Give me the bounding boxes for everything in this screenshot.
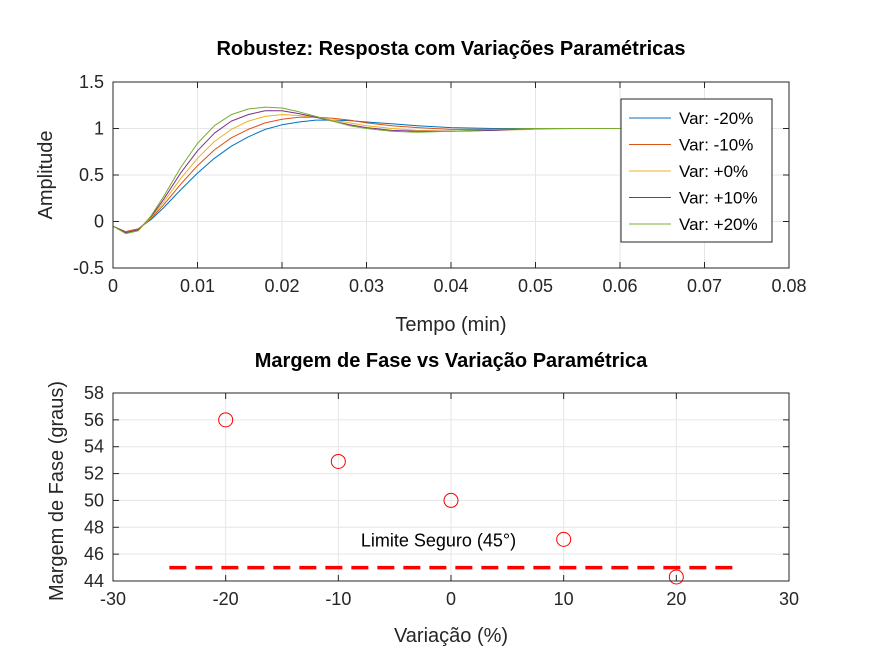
chart-title: Margem de Fase vs Variação Paramétrica (255, 350, 648, 372)
scatter-markers (218, 412, 684, 585)
x-tick-label: 30 (779, 589, 799, 609)
y-tick-label: 52 (84, 464, 104, 484)
x-tick-label: 10 (554, 589, 574, 609)
chart-title: Robustez: Resposta com Variações Paramét… (216, 38, 685, 60)
x-tick-label: 20 (666, 589, 686, 609)
x-tick-label: 0.06 (602, 276, 637, 296)
x-tick-label: 0.02 (264, 276, 299, 296)
y-tick-labels: 44 46 48 50 52 54 56 58 (84, 383, 104, 591)
series-line (112, 106, 705, 235)
scatter-point (443, 492, 459, 508)
legend: Var: -20% Var: -10% Var: +0% Var: +10% Var: … (620, 98, 773, 243)
x-tick-label: 0.01 (180, 276, 215, 296)
response-axes: 0 0.01 0.02 0.03 0.04 0.05 0.06 0.07 0.08 -0.500… (35, 38, 807, 336)
x-tick-label: 0.08 (771, 276, 806, 296)
legend-items: Var: -20% Var: -10% Var: +0% Var: +10% Var: … (629, 109, 758, 234)
y-tick-label: 1 (94, 119, 104, 139)
y-tick-label: 0 (94, 212, 104, 232)
legend-label: Var: -10% (679, 136, 753, 155)
y-tick-label: 44 (84, 571, 104, 591)
legend-label: Var: +20% (679, 215, 758, 234)
y-tick-label: 50 (84, 490, 104, 510)
phase-margin-axes: -30 -20 -10 0 10 20 30 44 46 48 50 52 54 56 58 Margem… (46, 350, 799, 647)
tick-marks (112, 392, 790, 582)
y-tick-label: 54 (84, 437, 104, 457)
tick-marks (112, 81, 790, 269)
x-tick-label: 0.03 (349, 276, 384, 296)
x-axis-label: Tempo (min) (395, 314, 506, 336)
x-tick-label: 0.04 (433, 276, 468, 296)
legend-label: Var: +0% (679, 162, 748, 181)
y-axis-label: Margem de Fase (graus) (46, 381, 68, 601)
scatter-point (330, 453, 346, 469)
y-tick-label: 46 (84, 544, 104, 564)
x-tick-label: -20 (213, 589, 239, 609)
x-tick-label: 0.05 (518, 276, 553, 296)
legend-label: Var: -20% (679, 109, 753, 128)
y-tick-label: 48 (84, 517, 104, 537)
safe-limit-annotation: Limite Seguro (45°) (361, 530, 516, 550)
y-tick-label: 1.5 (79, 72, 104, 92)
y-tick-label: -0.5 (73, 258, 104, 278)
x-tick-label: 0 (446, 589, 456, 609)
y-tick-label: 56 (84, 410, 104, 430)
series-line (112, 114, 705, 234)
legend-label: Var: +10% (679, 189, 758, 208)
x-tick-label: -10 (325, 589, 351, 609)
x-tick-labels: 0 0.01 0.02 0.03 0.04 0.05 0.06 0.07 0.08 (108, 276, 807, 296)
x-tick-label: 0 (108, 276, 118, 296)
scatter-point (218, 412, 234, 428)
x-axis-label: Variação (%) (394, 625, 508, 647)
y-tick-label: 0.5 (79, 165, 104, 185)
y-axis-label: Amplitude (35, 131, 57, 220)
x-tick-labels: -30 -20 -10 0 10 20 30 (100, 589, 799, 609)
scatter-point (556, 531, 572, 547)
y-tick-label: 58 (84, 383, 104, 403)
x-tick-label: -30 (100, 589, 126, 609)
x-tick-label: 0.07 (687, 276, 722, 296)
series-lines (112, 106, 705, 235)
scatter-point (668, 569, 684, 585)
y-tick-labels: -0.5 0 0.5 1 1.5 (73, 72, 104, 278)
